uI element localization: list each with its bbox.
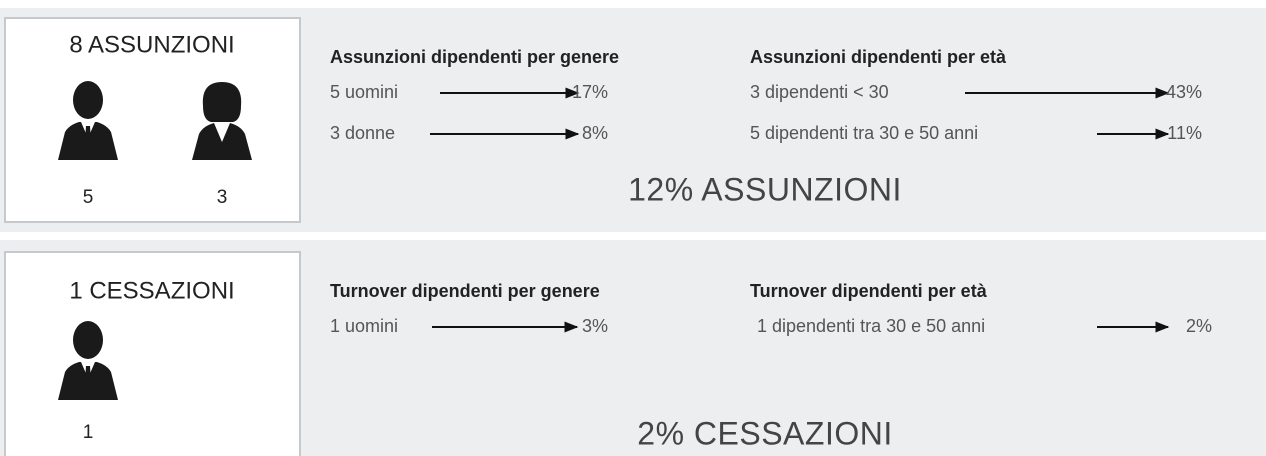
row-label: 1 dipendenti tra 30 e 50 anni: [757, 316, 985, 336]
female-icon: [192, 82, 252, 160]
summary: 2% CESSAZIONI: [637, 415, 892, 451]
row-value: 2%: [1186, 316, 1212, 336]
row-label: 5 dipendenti tra 30 e 50 anni: [750, 123, 978, 143]
count-box: [4, 251, 301, 456]
heading: Assunzioni dipendenti per età: [750, 47, 1007, 67]
count-title: 8 ASSUNZIONI: [69, 31, 234, 58]
row-value: 3%: [582, 316, 608, 336]
row-label: 5 uomini: [330, 82, 398, 102]
row-label: 3 donne: [330, 123, 395, 143]
male-icon: [58, 321, 118, 400]
count-box: [4, 17, 301, 223]
row-label: 1 uomini: [330, 316, 398, 336]
count-title: 1 CESSAZIONI: [69, 277, 234, 304]
male-icon: [58, 81, 118, 160]
row-value: 43%: [1166, 82, 1202, 102]
men-count: 1: [83, 422, 94, 443]
heading: Turnover dipendenti per età: [750, 281, 988, 301]
heading: Turnover dipendenti per genere: [330, 281, 600, 301]
men-count: 5: [83, 187, 94, 208]
women-count: 3: [217, 187, 228, 208]
row-value: 8%: [582, 123, 608, 143]
heading: Assunzioni dipendenti per genere: [330, 47, 619, 67]
row-value: 11%: [1167, 123, 1202, 143]
row-value: 17%: [572, 82, 608, 102]
summary: 12% ASSUNZIONI: [628, 171, 902, 207]
row-label: 3 dipendenti < 30: [750, 82, 889, 102]
